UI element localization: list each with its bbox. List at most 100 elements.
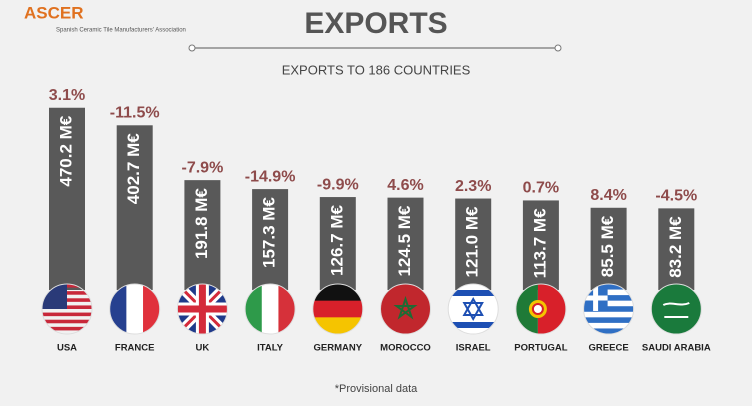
value-label: 191.8 M€ — [192, 188, 211, 259]
value-label: 124.5 M€ — [395, 205, 414, 276]
flag-part — [261, 284, 279, 334]
flag-part — [448, 290, 499, 296]
flag-part — [278, 284, 296, 334]
flag-part — [583, 284, 608, 311]
chart-subtitle: EXPORTS TO 186 COUNTRIES — [282, 62, 471, 77]
bar — [252, 189, 289, 290]
flag-rim — [109, 283, 161, 335]
flag-rim — [176, 283, 228, 335]
change-label: -9.9% — [317, 176, 359, 193]
value-label: 402.7 M€ — [124, 133, 143, 204]
flag — [245, 284, 296, 334]
bar — [658, 208, 695, 290]
flag-part — [583, 311, 634, 318]
bar — [590, 207, 627, 290]
flag-part — [583, 295, 634, 301]
flag-part — [583, 322, 634, 329]
flag-part — [143, 284, 160, 334]
bar — [387, 197, 424, 290]
flag-part — [583, 306, 634, 313]
change-label: 2.3% — [455, 178, 491, 195]
flag — [177, 284, 228, 334]
flag-part — [312, 300, 363, 318]
category-label: SAUDI ARABIA — [642, 343, 711, 354]
category-label: USA — [57, 343, 77, 354]
flag-part — [531, 303, 544, 315]
flag — [380, 284, 431, 334]
flag-part — [651, 284, 702, 334]
flag-part — [393, 295, 418, 320]
bar — [116, 125, 153, 290]
change-label: -4.5% — [655, 188, 697, 205]
bar — [455, 198, 492, 290]
logo-subtitle: Spanish Ceramic Tile Manufacturers' Asso… — [56, 28, 186, 34]
flag-part — [177, 284, 228, 334]
change-label: 8.4% — [590, 187, 626, 204]
rule-end — [188, 44, 196, 52]
flag-rim — [312, 283, 364, 335]
bar — [522, 200, 559, 290]
flag-part — [662, 302, 690, 318]
flag-part — [245, 284, 263, 334]
category-label: ITALY — [257, 343, 284, 354]
footnote: *Provisional data — [335, 383, 418, 395]
flag-part — [583, 300, 634, 307]
flag-part — [583, 289, 634, 296]
category-label: ISRAEL — [456, 343, 491, 354]
flag-part — [583, 317, 634, 324]
category-label: FRANCE — [115, 343, 155, 354]
flag-part — [448, 322, 499, 328]
flag-rim — [583, 283, 635, 335]
flag-part — [42, 319, 92, 324]
bar — [49, 107, 85, 290]
flag-rim — [650, 283, 702, 335]
value-label: 470.2 M€ — [56, 115, 75, 186]
flag-part — [42, 312, 92, 317]
flag — [651, 284, 702, 334]
value-label: 85.5 M€ — [598, 215, 617, 277]
change-label: 4.6% — [387, 177, 423, 194]
value-label: 113.7 M€ — [530, 208, 549, 278]
flag-rim — [447, 283, 499, 335]
category-label: MOROCCO — [380, 343, 431, 354]
flag-rim — [41, 283, 93, 335]
flag-part — [312, 317, 363, 334]
flag-part — [515, 284, 538, 334]
category-label: GREECE — [589, 343, 629, 354]
chart-title: EXPORTS — [304, 7, 447, 40]
flag-rim — [244, 283, 296, 335]
flag-part — [42, 326, 92, 331]
change-label: -14.9% — [245, 168, 296, 185]
flag-part — [583, 328, 634, 334]
flag-part — [462, 296, 484, 322]
flag-part — [109, 284, 127, 334]
flag — [42, 284, 92, 331]
flag-part — [126, 284, 144, 334]
value-label: 126.7 M€ — [327, 205, 346, 276]
category-label: GERMANY — [314, 343, 363, 354]
flag-part — [380, 284, 431, 334]
change-label: -7.9% — [182, 159, 224, 176]
flag-rim — [515, 283, 567, 335]
flag — [448, 284, 499, 334]
change-label: 0.7% — [523, 180, 559, 197]
value-label: 121.0 M€ — [463, 206, 482, 277]
flag-rim — [380, 283, 431, 335]
rule-end — [554, 44, 562, 52]
bar — [319, 197, 356, 290]
category-label: PORTUGAL — [514, 343, 568, 354]
value-label: 157.3 M€ — [260, 197, 279, 268]
bar — [184, 180, 221, 290]
flag-part — [312, 284, 363, 302]
flag — [312, 284, 363, 334]
category-label: UK — [196, 343, 210, 354]
value-label: 83.2 M€ — [666, 216, 685, 278]
logo: ASCER — [24, 3, 84, 22]
flag-part — [583, 284, 634, 290]
flag — [109, 284, 160, 334]
change-label: -11.5% — [110, 105, 160, 122]
change-label: 3.1% — [49, 87, 85, 104]
